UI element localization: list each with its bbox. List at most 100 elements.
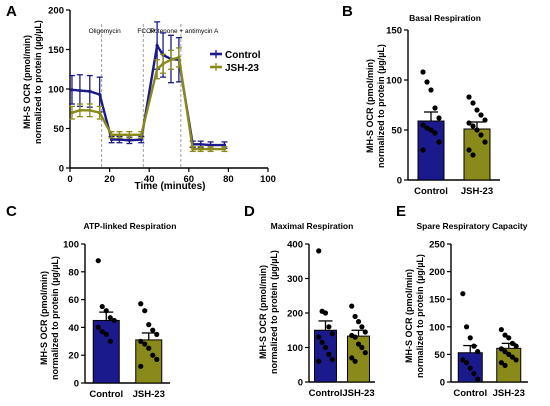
data-point xyxy=(428,127,434,133)
data-point xyxy=(509,354,516,360)
panel-a-letter: A xyxy=(6,3,17,20)
data-point xyxy=(362,329,368,335)
data-point xyxy=(111,317,117,324)
category-label: Control xyxy=(89,389,123,400)
category-label: Control xyxy=(309,388,343,399)
data-point xyxy=(107,315,113,321)
panel-c-plot-area: 0 20 40 60 80 100 Control JSH-23 xyxy=(63,240,170,400)
panel-a: A MH-S OCR (pmol/min) normalized to prot… xyxy=(6,3,276,192)
panel-a-data-point xyxy=(222,143,227,147)
panel-a-data-point xyxy=(98,92,102,97)
panel-a-ytick-label: 0 xyxy=(59,164,64,175)
data-point xyxy=(432,105,438,111)
ytick-label: 80 xyxy=(68,267,79,278)
data-point xyxy=(319,339,325,345)
ytick-label: 150 xyxy=(429,295,445,306)
panel-a-data-point xyxy=(199,147,203,151)
panel-c: C ATP-linked Respiration MH-S OCR (pmol/… xyxy=(6,203,176,400)
data-point xyxy=(424,125,430,131)
data-point xyxy=(99,328,105,335)
data-point xyxy=(349,355,355,361)
data-point xyxy=(474,107,480,113)
bar xyxy=(92,319,120,384)
data-point xyxy=(150,327,156,333)
panel-a-data-point xyxy=(70,88,74,92)
data-point xyxy=(146,345,152,351)
panel-e: E Spare Respiratory Capacity MH-S OCR (p… xyxy=(396,203,528,399)
category-label: Control xyxy=(453,388,487,399)
panel-a-ylabel-line1: MH-S OCR (pmol/min) xyxy=(22,35,32,129)
data-point xyxy=(359,324,365,330)
panel-a-data-point xyxy=(98,111,102,115)
panel-a-series-line xyxy=(71,55,225,151)
panel-c-ylabel-line1: MH-S OCR (pmol/min) xyxy=(39,271,49,365)
ytick-label: 0 xyxy=(440,378,445,389)
data-point xyxy=(142,308,148,314)
panel-a-xlabel: Time (minutes) xyxy=(135,181,206,192)
panel-d-letter: D xyxy=(244,203,255,220)
panel-a-data-point xyxy=(70,111,74,115)
data-point xyxy=(436,139,442,145)
data-point xyxy=(138,301,144,307)
panel-c-ylabel-line2: normalized to protein (µg/µL) xyxy=(50,256,60,380)
data-point xyxy=(509,340,516,346)
data-point xyxy=(359,344,365,351)
data-point xyxy=(502,332,508,338)
panel-b-plot-area: 0 50 100 150 Control JSH-23 xyxy=(386,26,500,197)
panel-a-ytick-label: 50 xyxy=(53,124,64,135)
panel-c-letter: C xyxy=(6,203,17,220)
panel-a-data-point xyxy=(191,147,195,151)
panel-a-plot-area: 0 50 100 150 200 0 20 40 60 80 100 Oligomycin FCCPRo… xyxy=(48,6,276,186)
category-label: JSH-23 xyxy=(461,186,493,197)
data-point xyxy=(475,376,481,382)
data-point xyxy=(420,122,426,128)
data-point xyxy=(470,152,476,158)
panel-a-data-point xyxy=(169,58,173,62)
data-point xyxy=(463,324,470,330)
panel-d-ylabel-line1: MH-S OCR (pmol/min) xyxy=(258,265,268,359)
panel-a-injection-label: FCCP xyxy=(137,28,155,35)
data-point xyxy=(316,358,322,364)
data-point xyxy=(355,341,362,347)
data-point xyxy=(154,356,160,362)
ytick-label: 100 xyxy=(386,76,402,87)
panel-a-xtick-label: 20 xyxy=(104,174,115,185)
category-label: JSH-23 xyxy=(133,389,165,400)
panel-a-injection-label: Rotenone + antimycin A xyxy=(149,28,218,35)
data-point xyxy=(146,322,152,328)
data-point xyxy=(107,338,113,344)
bar xyxy=(463,128,491,181)
data-point xyxy=(502,362,508,369)
data-point xyxy=(322,310,329,316)
data-point xyxy=(352,334,358,340)
panel-d-title: Maximal Respiration xyxy=(271,221,354,231)
panel-a-data-point xyxy=(109,133,114,137)
data-point xyxy=(322,344,329,351)
panel-e-plot-area: 0 50 100 150 200 250 Control JSH-23 xyxy=(429,240,528,399)
data-point xyxy=(471,371,477,377)
panel-a-data-point xyxy=(139,137,143,142)
panel-a-ytick-label: 200 xyxy=(48,6,64,17)
category-label: Control xyxy=(414,186,448,197)
data-point xyxy=(326,351,332,357)
ytick-label: 50 xyxy=(434,350,445,361)
panel-e-letter: E xyxy=(396,203,406,220)
panel-a-injection-label: Oligomycin xyxy=(89,28,122,35)
panel-b: B Basal Respiration MH-S OCR (pmol/min) … xyxy=(342,3,500,197)
data-point xyxy=(154,331,160,337)
category-label: JSH-23 xyxy=(342,388,374,399)
data-point xyxy=(103,331,109,337)
data-point xyxy=(352,358,358,364)
data-point xyxy=(420,147,426,153)
panel-b-title: Basal Respiration xyxy=(409,13,481,23)
bar xyxy=(135,339,163,384)
data-point xyxy=(428,87,434,93)
panel-a-data-point xyxy=(88,89,92,93)
panel-b-ylabel-line1: MH-S OCR (pmol/min) xyxy=(365,59,375,153)
data-point xyxy=(326,324,332,330)
data-point xyxy=(506,351,512,357)
data-point xyxy=(99,303,105,310)
data-point xyxy=(355,319,362,325)
ytick-label: 0 xyxy=(298,378,303,389)
